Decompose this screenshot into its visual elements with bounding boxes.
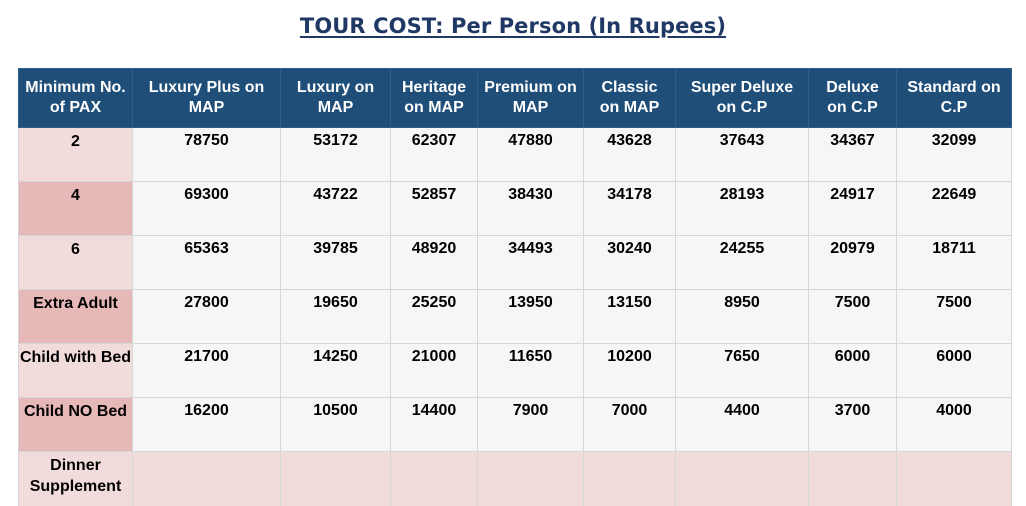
table-cell: 24917 bbox=[808, 181, 897, 236]
row-label: Child NO Bed bbox=[18, 397, 133, 452]
table-cell bbox=[583, 451, 676, 506]
table-cell: 78750 bbox=[132, 127, 281, 182]
row-label: 2 bbox=[18, 127, 133, 182]
table-cell: 37643 bbox=[675, 127, 809, 182]
col-header-heritage-map: Heritage on MAP bbox=[390, 68, 478, 128]
col-header-standard-cp: Standard on C.P bbox=[896, 68, 1012, 128]
row-label: Extra Adult bbox=[18, 289, 133, 344]
tour-cost-table: Minimum No. of PAX Luxury Plus on MAP Lu… bbox=[18, 68, 1012, 506]
table-cell: 7000 bbox=[583, 397, 676, 452]
table-cell: 22649 bbox=[896, 181, 1012, 236]
table-header: Minimum No. of PAX Luxury Plus on MAP Lu… bbox=[18, 68, 1012, 128]
table-cell: 7500 bbox=[808, 289, 897, 344]
page-title-text: TOUR COST: Per Person (In Rupees) bbox=[299, 14, 727, 38]
table-cell: 62307 bbox=[390, 127, 478, 182]
table-cell: 47880 bbox=[477, 127, 584, 182]
row-label: Child with Bed bbox=[18, 343, 133, 398]
table-cell: 10500 bbox=[280, 397, 391, 452]
table-cell: 27800 bbox=[132, 289, 281, 344]
table-cell: 20979 bbox=[808, 235, 897, 290]
table-cell: 14250 bbox=[280, 343, 391, 398]
table-row: Dinner Supplement bbox=[18, 451, 1012, 506]
table-body: 2 78750 53172 62307 47880 43628 37643 34… bbox=[18, 127, 1012, 506]
col-header-premium-map: Premium on MAP bbox=[477, 68, 584, 128]
table-cell: 6000 bbox=[808, 343, 897, 398]
table-cell: 13150 bbox=[583, 289, 676, 344]
table-cell: 19650 bbox=[280, 289, 391, 344]
col-header-luxury-plus-map: Luxury Plus on MAP bbox=[132, 68, 281, 128]
table-cell bbox=[280, 451, 391, 506]
table-cell: 7900 bbox=[477, 397, 584, 452]
table-cell: 43628 bbox=[583, 127, 676, 182]
table-cell: 34493 bbox=[477, 235, 584, 290]
table-cell: 21000 bbox=[390, 343, 478, 398]
table-cell bbox=[132, 451, 281, 506]
table-row: 6 65363 39785 48920 34493 30240 24255 20… bbox=[18, 235, 1012, 290]
table-cell: 16200 bbox=[132, 397, 281, 452]
table-row: Extra Adult 27800 19650 25250 13950 1315… bbox=[18, 289, 1012, 344]
table-cell: 43722 bbox=[280, 181, 391, 236]
table-cell: 4000 bbox=[896, 397, 1012, 452]
page-title: TOUR COST: Per Person (In Rupees) bbox=[0, 14, 1026, 38]
table-cell: 4400 bbox=[675, 397, 809, 452]
table-cell: 65363 bbox=[132, 235, 281, 290]
table-cell: 24255 bbox=[675, 235, 809, 290]
col-header-classic-map: Classic on MAP bbox=[583, 68, 676, 128]
table-cell: 48920 bbox=[390, 235, 478, 290]
table-cell: 7650 bbox=[675, 343, 809, 398]
table-cell: 6000 bbox=[896, 343, 1012, 398]
table-cell: 34178 bbox=[583, 181, 676, 236]
row-label: Dinner Supplement bbox=[18, 451, 133, 506]
table-cell: 34367 bbox=[808, 127, 897, 182]
table-cell: 30240 bbox=[583, 235, 676, 290]
table-cell: 21700 bbox=[132, 343, 281, 398]
table-cell bbox=[477, 451, 584, 506]
table-cell: 32099 bbox=[896, 127, 1012, 182]
table-cell: 53172 bbox=[280, 127, 391, 182]
table-cell: 10200 bbox=[583, 343, 676, 398]
table-cell: 8950 bbox=[675, 289, 809, 344]
table-cell bbox=[675, 451, 809, 506]
row-label: 6 bbox=[18, 235, 133, 290]
row-label: 4 bbox=[18, 181, 133, 236]
table-row: 4 69300 43722 52857 38430 34178 28193 24… bbox=[18, 181, 1012, 236]
table-cell bbox=[808, 451, 897, 506]
col-header-deluxe-cp: Deluxe on C.P bbox=[808, 68, 897, 128]
table-cell: 11650 bbox=[477, 343, 584, 398]
col-header-super-deluxe-cp: Super Deluxe on C.P bbox=[675, 68, 809, 128]
table-cell: 25250 bbox=[390, 289, 478, 344]
table-cell: 14400 bbox=[390, 397, 478, 452]
table-cell: 28193 bbox=[675, 181, 809, 236]
table-cell: 69300 bbox=[132, 181, 281, 236]
table-cell: 39785 bbox=[280, 235, 391, 290]
table-row: 2 78750 53172 62307 47880 43628 37643 34… bbox=[18, 127, 1012, 182]
table-row: Child with Bed 21700 14250 21000 11650 1… bbox=[18, 343, 1012, 398]
table-cell: 7500 bbox=[896, 289, 1012, 344]
table-cell: 13950 bbox=[477, 289, 584, 344]
table-row: Child NO Bed 16200 10500 14400 7900 7000… bbox=[18, 397, 1012, 452]
table-cell bbox=[896, 451, 1012, 506]
col-header-luxury-map: Luxury on MAP bbox=[280, 68, 391, 128]
table-cell: 38430 bbox=[477, 181, 584, 236]
table-cell: 3700 bbox=[808, 397, 897, 452]
table-cell: 18711 bbox=[896, 235, 1012, 290]
table-cell: 52857 bbox=[390, 181, 478, 236]
col-header-min-pax: Minimum No. of PAX bbox=[18, 68, 133, 128]
header-row: Minimum No. of PAX Luxury Plus on MAP Lu… bbox=[18, 68, 1012, 128]
table-cell bbox=[390, 451, 478, 506]
